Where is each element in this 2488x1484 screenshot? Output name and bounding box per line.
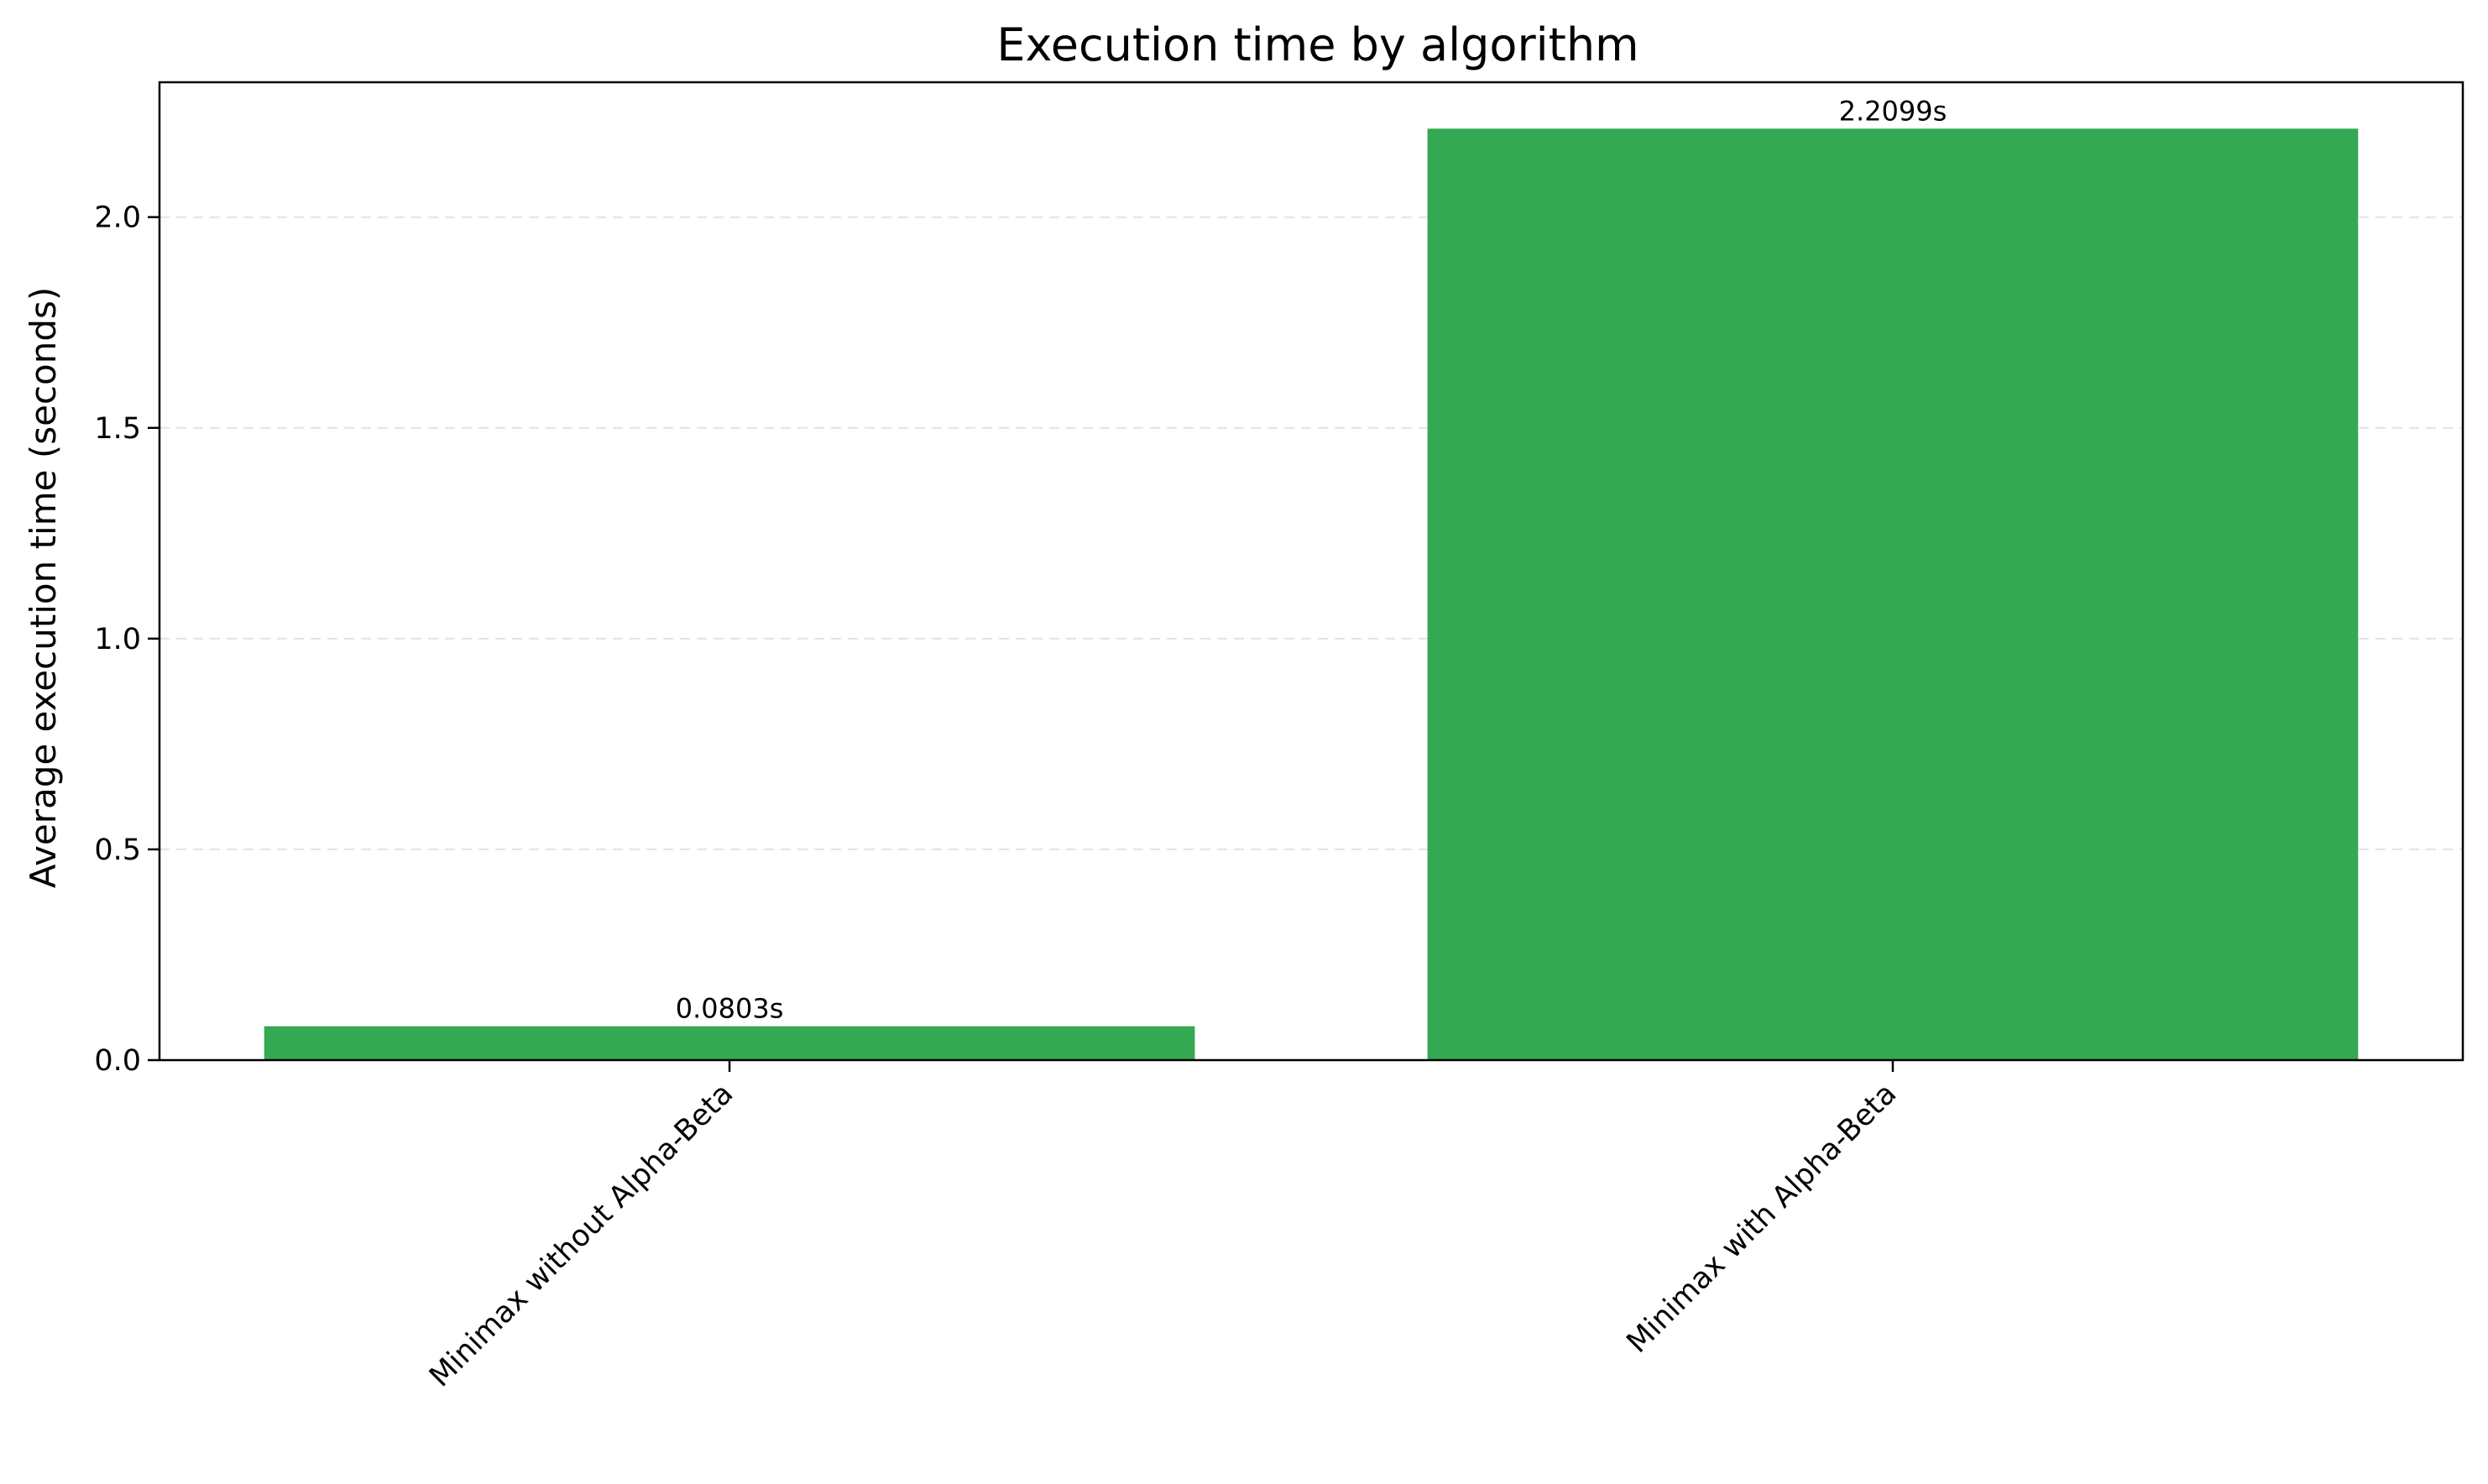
y-tick-label: 1.0	[94, 623, 141, 656]
y-axis-label: Average execution time (seconds)	[23, 287, 64, 889]
y-tick-label: 0.0	[94, 1044, 141, 1078]
bar-value-label: 2.2099s	[1839, 95, 1947, 127]
chart-title: Execution time by algorithm	[996, 18, 1639, 71]
y-tick-label: 2.0	[94, 201, 141, 235]
bars	[264, 128, 2359, 1061]
bar-2	[1427, 128, 2359, 1061]
data-labels: 0.0803s 2.2099s	[676, 95, 1947, 1024]
x-tick-label: Minimax without Alpha-Beta	[423, 1077, 740, 1393]
bar-1	[264, 1026, 1195, 1060]
x-axis-ticks: Minimax without Alpha-Beta Minimax with A…	[423, 1060, 1903, 1393]
y-tick-label: 1.5	[94, 412, 141, 446]
y-tick-label: 0.5	[94, 833, 141, 867]
x-tick-label: Minimax with Alpha-Beta	[1621, 1077, 1904, 1360]
plot-frame	[158, 81, 2464, 1062]
bar-value-label: 0.0803s	[676, 993, 784, 1025]
y-axis-ticks: 0.0 0.5 1.0 1.5 2.0	[94, 201, 159, 1078]
